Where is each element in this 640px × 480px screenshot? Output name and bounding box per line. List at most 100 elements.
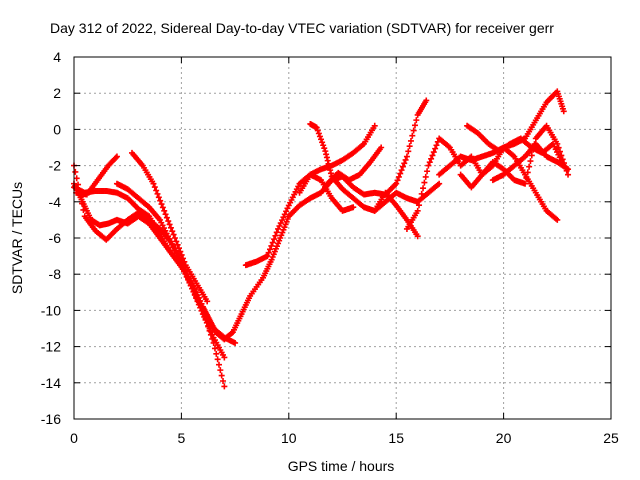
data-point [410, 127, 417, 134]
data-point [165, 218, 172, 225]
data-point [175, 245, 182, 252]
data-point [378, 144, 385, 151]
y-tick-label: -16 [41, 411, 61, 427]
data-point [323, 151, 330, 158]
y-axis-label: SDTVAR / TECUs [9, 182, 25, 294]
data-point [73, 175, 80, 182]
data-point [560, 108, 567, 115]
data-point [268, 242, 275, 249]
data-point [420, 185, 427, 192]
data-point [323, 154, 330, 161]
data-point [565, 166, 572, 173]
data-point [423, 97, 430, 104]
series-arc-13 [436, 88, 567, 178]
data-point [322, 148, 329, 155]
data-point [174, 241, 181, 248]
data-point [320, 142, 327, 149]
data-point [273, 229, 280, 236]
data-point [159, 204, 166, 211]
series-arc-6 [113, 180, 239, 346]
data-point [151, 184, 158, 191]
data-point [169, 228, 176, 235]
data-point [318, 136, 325, 143]
data-point [409, 132, 416, 139]
data-point [217, 367, 224, 374]
series-arc-11 [371, 180, 443, 214]
data-point [421, 179, 428, 186]
data-point [432, 145, 439, 152]
data-point [425, 162, 432, 169]
data-point [220, 377, 227, 384]
data-point [162, 211, 169, 218]
data-point [267, 246, 274, 253]
data-point [436, 180, 443, 187]
data-point [426, 159, 433, 166]
data-point [163, 214, 170, 221]
data-point [180, 255, 187, 262]
data-point [215, 361, 222, 368]
data-point [177, 248, 184, 255]
data-point [526, 163, 533, 170]
data-point [170, 231, 177, 238]
data-point [393, 180, 400, 187]
data-point [401, 160, 408, 167]
data-point [416, 202, 423, 209]
x-tick-label: 20 [496, 430, 512, 446]
data-point [265, 249, 272, 256]
data-point [214, 356, 221, 363]
data-point [397, 170, 404, 177]
series-arc-8 [307, 120, 421, 240]
series-arc-2 [71, 180, 228, 390]
series-arc-7 [242, 171, 357, 269]
data-point [405, 148, 412, 155]
data-point [269, 239, 276, 246]
chart-title: Day 312 of 2022, Sidereal Day-to-day VTE… [50, 20, 554, 36]
x-axis-label: GPS time / hours [288, 458, 395, 474]
data-point [75, 181, 82, 188]
data-point [413, 117, 420, 124]
data-point [350, 204, 357, 211]
data-point [411, 122, 418, 129]
data-point [417, 196, 424, 203]
x-tick-label: 0 [70, 430, 78, 446]
data-point [406, 143, 413, 150]
y-tick-label: 2 [53, 85, 61, 101]
data-point [524, 169, 531, 176]
data-point [113, 153, 120, 160]
data-point [394, 177, 401, 184]
y-tick-label: -12 [41, 339, 61, 355]
data-point [221, 383, 228, 390]
data-point [153, 187, 160, 194]
y-tick-label: 4 [53, 49, 61, 65]
data-point [72, 168, 79, 175]
data-point [213, 350, 220, 357]
data-point [167, 224, 174, 231]
data-point [403, 153, 410, 160]
x-tick-label: 25 [603, 430, 619, 446]
series-arc-10 [324, 144, 385, 187]
data-series [71, 88, 572, 390]
data-point [395, 173, 402, 180]
data-point [313, 124, 320, 131]
data-point [158, 201, 165, 208]
data-point [554, 216, 561, 223]
x-tick-label: 10 [281, 430, 297, 446]
y-tick-label: -4 [49, 194, 62, 210]
data-point [171, 235, 178, 241]
data-point [211, 345, 218, 352]
data-point [154, 190, 161, 197]
data-point [527, 158, 534, 165]
data-point [155, 194, 162, 201]
y-tick-label: -2 [49, 158, 62, 174]
data-point [398, 167, 405, 174]
data-point [414, 233, 421, 240]
y-tick-label: -6 [49, 230, 62, 246]
data-point [430, 149, 437, 156]
data-point [314, 127, 321, 134]
data-point [418, 190, 425, 197]
series-arc-15 [464, 122, 567, 169]
data-point [528, 152, 535, 159]
data-point [428, 155, 435, 162]
data-point [80, 206, 87, 213]
